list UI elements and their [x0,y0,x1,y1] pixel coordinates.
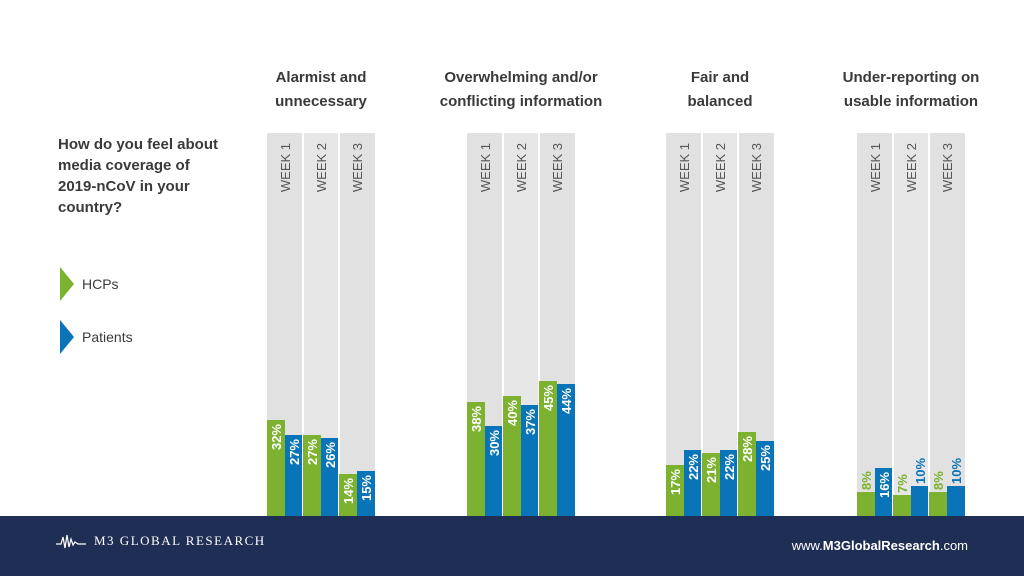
data-label: 40% [505,400,520,426]
data-label: 14% [341,478,356,504]
data-label: 8% [931,471,946,490]
website-bold: M3GlobalResearch [822,538,940,553]
column-separator [338,133,340,516]
legend-item-hcps: HCPs [60,267,119,301]
bar-patients [911,486,929,516]
data-label: 44% [559,388,574,414]
legend-label: Patients [82,329,133,345]
data-label: 8% [859,471,874,490]
column-separator [538,133,540,516]
data-label: 10% [949,458,964,484]
bar-hcps [539,381,557,516]
data-label: 28% [740,436,755,462]
week-label: WEEK 2 [314,143,329,192]
brand-name: M3 GLOBAL RESEARCH [94,533,266,548]
data-label: 45% [541,385,556,411]
category-title: usable information [844,93,978,110]
data-label: 21% [704,457,719,483]
footer: M3 GLOBAL RESEARCH www.M3GlobalResearch.… [0,516,1024,576]
bar-hcps [857,492,875,516]
bar-patients [521,405,539,516]
data-label: 25% [758,445,773,471]
week-column-bg [929,133,965,516]
bar-patients [321,438,339,516]
bar-patients [720,450,738,516]
column-separator [928,133,930,516]
bar-patients [875,468,893,516]
bar-patients [947,486,965,516]
triangle-right-icon [60,320,74,354]
bar-hcps [467,402,485,516]
week-label: WEEK 2 [713,143,728,192]
bar-hcps [267,420,285,516]
week-label: WEEK 1 [278,143,293,192]
category-title: Fair and [691,69,749,86]
week-column-bg [893,133,929,516]
week-label: WEEK 1 [677,143,692,192]
bar-hcps [702,453,720,516]
column-separator [701,133,703,516]
data-label: 26% [323,442,338,468]
data-label: 15% [359,475,374,501]
data-label: 16% [877,472,892,498]
week-label: WEEK 3 [550,143,565,192]
data-label: 10% [913,458,928,484]
category-title: Overwhelming and/or [444,69,598,86]
category-title: Under-reporting on [843,69,980,86]
website-prefix: www. [791,538,823,553]
legend-label: HCPs [82,276,119,292]
legend-item-patients: Patients [60,320,133,354]
week-label: WEEK 3 [940,143,955,192]
bar-patients [485,426,503,516]
website-suffix: .com [939,538,968,553]
column-separator [502,133,504,516]
week-column-bg [857,133,893,516]
bar-patients [557,384,575,516]
data-label: 22% [722,454,737,480]
bar-hcps [339,474,357,516]
website-link[interactable]: www.M3GlobalResearch.com [792,538,968,553]
category-title: unnecessary [275,93,367,110]
bar-patients [684,450,702,516]
bar-hcps [893,495,911,516]
category-title: Alarmist and [276,69,367,86]
column-separator [737,133,739,516]
bar-hcps [929,492,947,516]
bar-patients [756,441,774,516]
week-label: WEEK 2 [514,143,529,192]
week-label: WEEK 3 [350,143,365,192]
data-label: 22% [686,454,701,480]
week-label: WEEK 1 [478,143,493,192]
pulse-icon [56,534,86,549]
data-label: 30% [487,430,502,456]
bar-hcps [303,435,321,516]
week-label: WEEK 1 [868,143,883,192]
bar-hcps [503,396,521,516]
data-label: 32% [269,424,284,450]
column-separator [302,133,304,516]
triangle-right-icon [60,267,74,301]
bar-hcps [738,432,756,516]
brand-logo: M3 GLOBAL RESEARCH [56,532,266,550]
data-label: 37% [523,409,538,435]
bar-patients [285,435,303,516]
week-label: WEEK 3 [749,143,764,192]
data-label: 27% [305,439,320,465]
data-label: 38% [469,406,484,432]
week-label: WEEK 2 [904,143,919,192]
week-column-bg [339,133,375,516]
bar-patients [357,471,375,516]
question-text: How do you feel about media coverage of … [58,136,218,216]
bar-hcps [666,465,684,516]
data-label: 27% [287,439,302,465]
data-label: 17% [668,469,683,495]
category-title: conflicting information [440,93,603,110]
column-separator [892,133,894,516]
category-title: balanced [687,93,752,110]
data-label: 7% [895,474,910,493]
